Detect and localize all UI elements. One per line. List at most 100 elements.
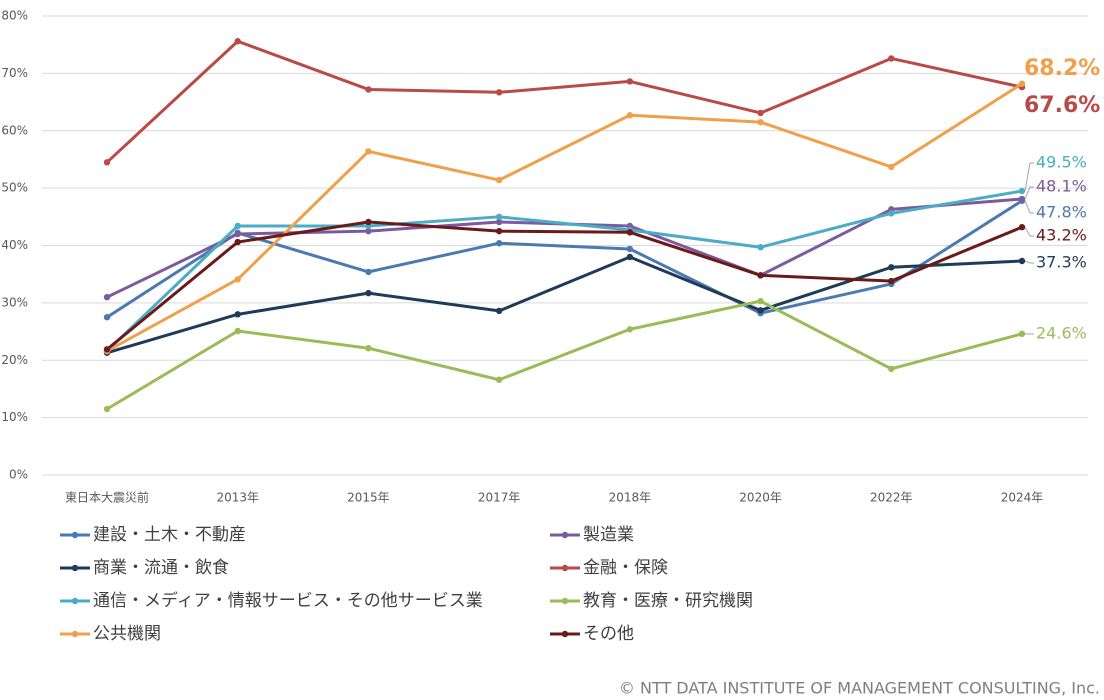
line xyxy=(106,255,1023,355)
marker xyxy=(234,230,241,238)
marker xyxy=(495,227,503,235)
x-tick-label: 2013年 xyxy=(216,491,259,505)
marker xyxy=(757,109,764,117)
marker xyxy=(1018,257,1026,265)
marker xyxy=(495,376,503,383)
legend-label: 教育・医療・研究機関 xyxy=(583,591,753,611)
y-tick-label: 40% xyxy=(1,238,28,252)
marker xyxy=(888,210,895,217)
value-label: 49.5% xyxy=(1036,153,1087,172)
marker xyxy=(626,78,634,85)
marker xyxy=(626,112,634,119)
y-tick-label: 60% xyxy=(1,123,28,137)
marker xyxy=(234,311,241,318)
marker xyxy=(365,218,372,226)
legend-label: 商業・流通・飲食 xyxy=(93,558,229,578)
marker xyxy=(365,268,372,276)
marker xyxy=(1018,80,1026,87)
series: 68.2% xyxy=(103,56,1100,355)
legend-marker xyxy=(561,531,569,539)
marker xyxy=(888,264,895,271)
marker xyxy=(365,227,372,235)
marker xyxy=(626,245,634,253)
legend-marker xyxy=(71,531,79,539)
legend-marker xyxy=(561,630,569,638)
marker xyxy=(757,307,764,314)
x-tick-label: 2015年 xyxy=(347,491,390,505)
marker xyxy=(757,297,764,305)
marker xyxy=(495,307,503,315)
marker xyxy=(626,229,634,236)
y-tick-label: 0% xyxy=(9,468,28,482)
legend-label: 金融・保険 xyxy=(583,558,668,578)
marker xyxy=(234,276,241,283)
legend-marker xyxy=(71,597,79,605)
line xyxy=(106,82,1023,353)
y-tick-label: 80% xyxy=(1,9,28,23)
marker xyxy=(365,345,372,352)
series: 37.3% xyxy=(103,253,1087,356)
series: 67.6% xyxy=(103,38,1100,166)
marker xyxy=(495,176,503,184)
x-tick-label: 2018年 xyxy=(609,491,652,505)
marker xyxy=(365,289,372,297)
x-tick-label: 2017年 xyxy=(478,491,521,505)
leader-line xyxy=(1024,260,1034,264)
y-tick-label: 30% xyxy=(1,295,28,309)
legend-label: 公共機関 xyxy=(93,624,161,644)
line xyxy=(106,299,1023,411)
marker xyxy=(103,159,111,166)
line xyxy=(106,199,1023,319)
marker xyxy=(626,253,634,261)
marker xyxy=(1018,330,1026,338)
value-label: 24.6% xyxy=(1036,324,1087,343)
legend-marker xyxy=(71,630,79,638)
legend-label: 製造業 xyxy=(583,525,634,545)
marker xyxy=(103,346,111,353)
value-label: 47.8% xyxy=(1036,203,1087,222)
marker xyxy=(103,314,111,321)
legend-label: 建設・土木・不動産 xyxy=(93,525,246,545)
marker xyxy=(888,163,895,171)
marker xyxy=(626,326,634,333)
marker xyxy=(234,38,241,45)
y-tick-label: 10% xyxy=(1,410,28,424)
value-label: 43.2% xyxy=(1036,226,1087,245)
legend-marker xyxy=(561,564,569,572)
value-label: 37.3% xyxy=(1036,253,1087,272)
marker xyxy=(365,148,372,155)
x-tick-label: 2022年 xyxy=(870,491,913,505)
marker xyxy=(757,118,764,126)
line xyxy=(105,189,1023,353)
marker xyxy=(103,405,111,413)
value-label: 67.6% xyxy=(1024,93,1100,118)
value-label: 48.1% xyxy=(1036,177,1087,196)
marker xyxy=(234,327,241,335)
leader-line xyxy=(1024,186,1034,200)
series: 47.8% xyxy=(103,197,1087,321)
marker xyxy=(103,293,111,301)
marker xyxy=(365,86,372,93)
leader-line xyxy=(1024,162,1034,192)
marker xyxy=(757,244,764,251)
marker xyxy=(495,218,503,226)
legend-marker xyxy=(71,564,79,572)
marker xyxy=(495,89,503,96)
series: 24.6% xyxy=(103,297,1087,413)
marker xyxy=(234,238,241,246)
line xyxy=(106,220,1023,351)
legend-label: その他 xyxy=(583,624,634,644)
value-label: 68.2% xyxy=(1024,56,1100,81)
marker xyxy=(888,55,895,62)
x-tick-label: 2024年 xyxy=(1001,491,1044,505)
marker xyxy=(1018,223,1026,231)
legend-label: 通信・メディア・情報サービス・その他サービス業 xyxy=(93,590,483,611)
line xyxy=(105,39,1023,164)
x-tick-label: 東日本大震災前 xyxy=(65,490,149,505)
marker xyxy=(495,240,503,247)
y-tick-label: 20% xyxy=(1,353,28,367)
series: 43.2% xyxy=(103,218,1087,353)
marker xyxy=(888,277,895,285)
leader-line xyxy=(1024,226,1034,237)
y-tick-label: 50% xyxy=(1,181,28,195)
